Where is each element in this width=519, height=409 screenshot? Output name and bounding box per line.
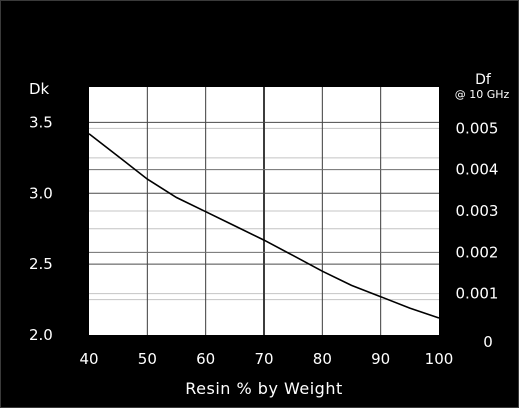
x-tick-label: 50 [138, 350, 157, 368]
y2-tick-labels: 0 0.001 0.002 0.003 0.004 0.005 [456, 119, 499, 351]
y2-axis-sublabel: @ 10 GHz [455, 88, 510, 101]
x-tick-label: 40 [79, 350, 98, 368]
x-tick-label: 80 [313, 350, 332, 368]
x-axis-label: Resin % by Weight [185, 379, 343, 398]
x-tick-label: 90 [371, 350, 390, 368]
y2-tick-label: 0.003 [456, 202, 499, 220]
major-gridlines [89, 87, 439, 335]
dk-curve [88, 133, 440, 319]
x-tick-labels: 40 50 60 70 80 90 100 [79, 350, 453, 368]
x-tick-label: 60 [196, 350, 215, 368]
y-tick-label: 3.5 [29, 113, 53, 131]
y2-tick-label: 0.002 [456, 243, 499, 261]
x-tick-label: 70 [254, 350, 273, 368]
x-tick-label: 100 [425, 350, 454, 368]
y-axis-label: Dk [29, 80, 50, 98]
y2-axis-label: Df [475, 72, 492, 88]
y2-tick-label: 0.001 [456, 285, 499, 303]
y-tick-label: 2.5 [29, 255, 53, 273]
y2-tick-label: 0.004 [456, 161, 499, 179]
y-tick-label: 3.0 [29, 184, 53, 202]
y-tick-label: 2.0 [29, 326, 53, 344]
y2-tick-label: 0.005 [456, 119, 499, 137]
y2-tick-label: 0 [483, 333, 493, 351]
y-tick-labels: 2.0 2.5 3.0 3.5 [29, 113, 53, 344]
